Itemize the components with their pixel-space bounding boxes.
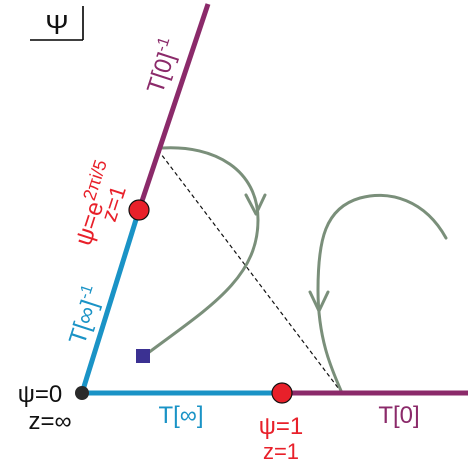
point-origin <box>75 386 89 400</box>
label-t-inf: T[∞] <box>158 402 203 429</box>
corner-label: Ψ <box>45 9 68 40</box>
label-unit-psi: ψ=1 <box>259 413 303 440</box>
flow-arrow-right <box>308 290 330 313</box>
flow-curve-left <box>142 146 267 358</box>
ray-t0-inverse <box>136 3 211 211</box>
flow-arrow-left <box>244 193 267 216</box>
corner-label-box: Ψ <box>30 6 84 41</box>
ray-t-inf-inverse <box>79 209 142 394</box>
label-unit-z: z=1 <box>263 439 299 464</box>
start-marker-square <box>136 349 150 363</box>
label-t0: T[0] <box>378 402 419 429</box>
dashed-chord <box>157 149 343 394</box>
label-origin-psi: ψ=0 <box>18 381 62 408</box>
flow-curve-right <box>308 193 448 395</box>
label-origin-z: z=∞ <box>28 408 71 435</box>
point-unit <box>271 382 293 404</box>
point-fifth-root <box>128 199 150 221</box>
